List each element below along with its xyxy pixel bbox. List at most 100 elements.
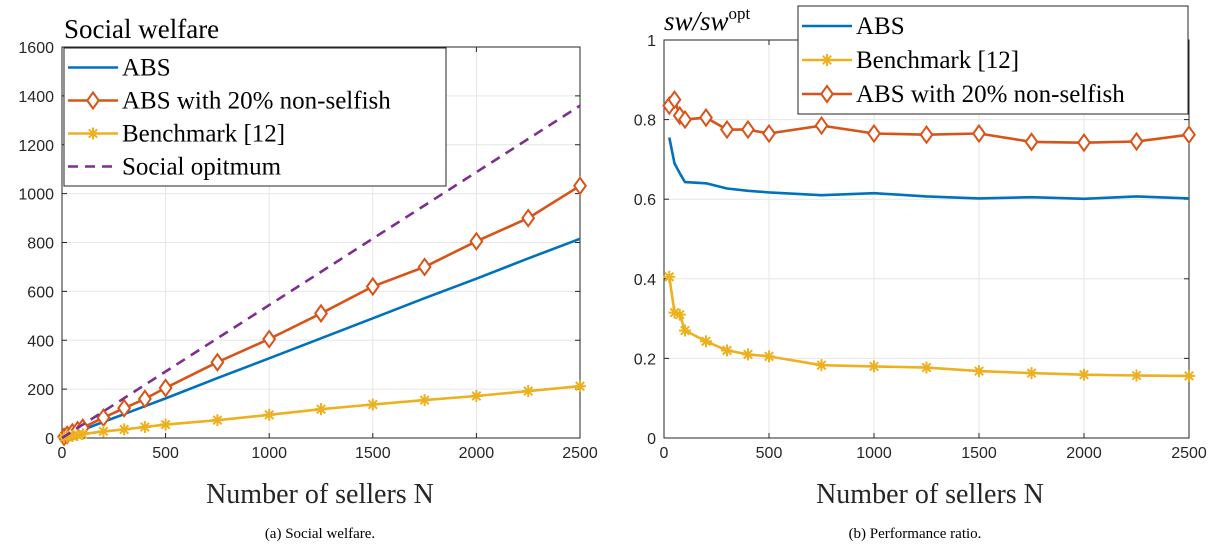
data-point xyxy=(678,109,692,130)
legend-item: ABS with 20% non-selfish xyxy=(68,88,391,115)
data-point xyxy=(663,270,676,283)
x-tick-label: 1000 xyxy=(856,445,892,462)
data-point xyxy=(1077,132,1091,153)
data-point xyxy=(159,418,172,431)
series-abs-with-20-non-selfish xyxy=(57,176,587,447)
legend-label: Benchmark [12] xyxy=(122,121,285,148)
data-point xyxy=(366,398,379,411)
series-b xyxy=(662,89,1196,382)
legend-item: Social opitmum xyxy=(68,154,282,181)
y-tick-label: 0.8 xyxy=(634,113,656,130)
series-benchmark-12 xyxy=(663,270,1195,382)
data-point xyxy=(573,176,587,196)
data-point xyxy=(574,380,586,393)
data-point xyxy=(814,115,829,136)
chart-title-b-main: sw/sw xyxy=(664,6,729,36)
data-point xyxy=(1024,132,1039,152)
data-point xyxy=(117,398,132,418)
data-point xyxy=(1025,367,1038,380)
legend-label: ABS xyxy=(122,55,171,82)
data-point xyxy=(699,107,713,128)
data-point xyxy=(721,344,733,357)
legend-label: ABS xyxy=(856,13,905,40)
data-point xyxy=(742,348,754,361)
x-tick-label: 2000 xyxy=(459,445,495,462)
data-point xyxy=(262,329,277,349)
data-point xyxy=(667,89,682,110)
data-point xyxy=(522,385,535,398)
legend-b: ABS Benchmark [12] ABS with 20% non-selfis… xyxy=(797,5,1189,115)
series-line-benchmark-12 xyxy=(668,276,1190,378)
data-point xyxy=(1183,369,1195,382)
chart-title-b-sup: opt xyxy=(729,4,751,23)
y-tick-label: 1400 xyxy=(18,89,54,106)
chart-social-welfare: 0 500 1000 1500 2000 2500 0 200 400 600 800 1000 120… xyxy=(18,14,597,542)
data-point xyxy=(700,335,712,348)
chart-title-b: sw/swopt xyxy=(664,4,751,36)
data-point xyxy=(973,365,985,378)
y-tick-label: 0.4 xyxy=(634,272,656,289)
x-tick-label: 2500 xyxy=(562,445,598,462)
data-point xyxy=(815,359,828,372)
chart-performance-ratio: 0 500 1000 1500 2000 2500 0 0.2 0.4 0.6 0.8 1 sw/sw… xyxy=(634,4,1207,542)
data-point xyxy=(919,125,934,145)
data-point xyxy=(972,123,986,144)
x-axis-label-b: Number of sellers N xyxy=(816,479,1044,510)
data-point xyxy=(137,389,152,409)
data-point xyxy=(211,414,224,427)
series-benchmark-12 xyxy=(58,380,586,444)
data-point xyxy=(138,421,151,434)
data-point xyxy=(97,425,110,438)
legend-item: Benchmark [12] xyxy=(68,121,285,148)
y-tick-label: 0.2 xyxy=(634,351,656,368)
data-point xyxy=(762,123,776,144)
data-point xyxy=(1078,368,1090,381)
data-point xyxy=(76,428,89,441)
legend-marker xyxy=(820,84,834,104)
series-a xyxy=(57,104,587,447)
legend-marker xyxy=(86,90,100,111)
x-tick-label: 1500 xyxy=(961,445,997,462)
data-point xyxy=(470,389,483,402)
legend-item: ABS with 20% non-selfish xyxy=(802,81,1125,108)
y-tick-label: 400 xyxy=(27,333,54,350)
data-point xyxy=(868,360,880,373)
series-line-social-opitmum xyxy=(61,104,581,440)
y-tick-label: 1000 xyxy=(18,187,54,204)
x-tick-label: 2000 xyxy=(1066,445,1102,462)
data-point xyxy=(418,394,431,407)
y-tick-label: 1 xyxy=(647,33,656,50)
data-point xyxy=(417,257,432,277)
legend-box xyxy=(797,5,1189,115)
data-point xyxy=(1130,369,1143,382)
data-point xyxy=(314,303,328,324)
data-point xyxy=(1129,131,1144,152)
data-point xyxy=(867,123,881,144)
data-point xyxy=(1182,125,1196,145)
x-tick-label: 500 xyxy=(756,445,783,462)
data-point xyxy=(158,378,173,398)
x-tick-label: 500 xyxy=(152,445,179,462)
data-point xyxy=(469,231,484,251)
legend-a: ABS ABS with 20% non-selfish Benchmark [12… xyxy=(63,47,447,187)
y-tick-label: 1600 xyxy=(18,40,54,57)
x-axis-label-a: Number of sellers N xyxy=(206,479,434,510)
legend-item: ABS xyxy=(68,55,171,82)
y-tick-label: 1200 xyxy=(18,138,54,155)
caption-b: (b) Performance ratio. xyxy=(849,526,982,542)
legend-item: ABS xyxy=(802,13,905,40)
y-tick-label: 200 xyxy=(27,382,54,399)
x-tick-label: 0 xyxy=(58,445,67,462)
data-point xyxy=(315,403,327,416)
series-social-opitmum xyxy=(61,104,581,440)
series-line-abs xyxy=(668,137,1190,201)
legend-box xyxy=(63,47,447,187)
legend-label: Social opitmum xyxy=(122,154,282,181)
data-point xyxy=(720,119,734,140)
legend-label: ABS with 20% non-selfish xyxy=(122,88,391,115)
chart-title-a: Social welfare xyxy=(64,14,219,44)
x-tick-label: 2500 xyxy=(1171,445,1207,462)
x-tick-label: 0 xyxy=(660,445,669,462)
legend-label: Benchmark [12] xyxy=(856,47,1019,74)
